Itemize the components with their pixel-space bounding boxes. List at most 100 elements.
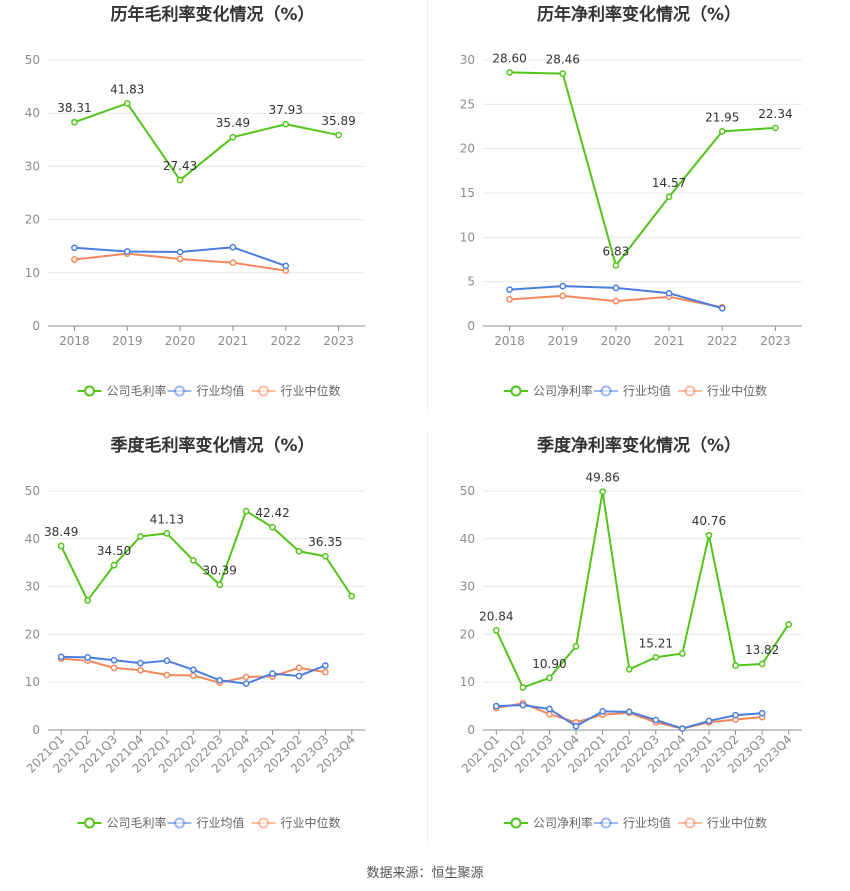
- series-company-point: [665, 193, 673, 201]
- series-industry-average-point: [492, 702, 500, 710]
- series-industry-median-point: [163, 671, 171, 679]
- x-tick-label: 2022: [270, 334, 301, 348]
- series-industry-average-point: [71, 244, 78, 252]
- legend-item-company: 公司毛利率: [77, 383, 167, 398]
- series-company-point: [269, 523, 276, 531]
- data-label: 41.13: [150, 512, 184, 526]
- series-company-line: [60, 510, 353, 602]
- series-industry-average-point: [163, 657, 171, 665]
- series-industry-average-point: [295, 672, 303, 680]
- legend-label: 行业中位数: [281, 383, 341, 398]
- series-industry-average-point: [625, 708, 633, 716]
- y-tick-label: 0: [467, 723, 475, 737]
- series-company-point: [176, 176, 184, 184]
- y-tick-label: 40: [25, 532, 40, 546]
- legend-label: 公司净利率: [533, 383, 593, 398]
- y-tick-label: 15: [460, 186, 475, 200]
- series-company-point: [519, 684, 527, 691]
- legend-item-industry-median: 行业中位数: [678, 815, 767, 830]
- data-label: 22.34: [758, 107, 792, 121]
- legend-item-industry-average: 行业均值: [594, 383, 671, 398]
- x-tick-label: 2023: [760, 334, 791, 348]
- chart-title: 历年毛利率变化情况（%）: [110, 4, 314, 25]
- legend-item-industry-median: 行业中位数: [678, 383, 767, 398]
- series-company-point: [546, 674, 553, 682]
- series-company-point: [559, 70, 567, 78]
- series-company-point: [652, 653, 660, 661]
- legend-marker: [84, 385, 95, 397]
- series-industry-median-point: [242, 673, 250, 681]
- legend-marker: [258, 385, 269, 397]
- vertical-divider-top: [427, 0, 428, 410]
- series-industry-average-point: [612, 284, 620, 292]
- series-industry-average-point: [546, 705, 553, 713]
- legend-item-industry-median: 行业中位数: [251, 383, 341, 398]
- data-label: 10.90: [532, 657, 566, 671]
- series-company-point: [163, 530, 171, 537]
- legend-marker: [600, 385, 612, 397]
- series-company-point: [625, 665, 633, 673]
- data-label: 38.31: [57, 101, 91, 115]
- data-label: 28.60: [492, 51, 526, 65]
- series-company-line: [509, 71, 776, 267]
- series-industry-average-point: [718, 304, 726, 312]
- annual-gross-margin-chart: 历年毛利率变化情况（%） 0 10 20 30 40 50 2018 2019 2020 2021 2…: [25, 4, 365, 398]
- series-industry-median-point: [322, 668, 329, 676]
- data-label: 13.82: [745, 643, 779, 657]
- legend-label: 公司毛利率: [107, 815, 167, 830]
- y-tick-label: 10: [460, 230, 475, 244]
- y-tick-label: 25: [460, 97, 475, 111]
- data-label: 6.83: [603, 244, 630, 258]
- series-industry-average-point: [137, 659, 144, 667]
- series-industry-average-point: [242, 680, 250, 687]
- y-tick-label: 20: [460, 142, 475, 156]
- y-tick-label: 20: [25, 627, 40, 641]
- series-company-point: [705, 531, 713, 539]
- y-tick-label: 0: [32, 319, 40, 333]
- data-label: 42.42: [255, 506, 289, 520]
- y-tick-label: 50: [25, 53, 40, 67]
- y-tick-label: 10: [25, 675, 40, 689]
- y-tick-label: 30: [25, 580, 40, 594]
- series-company-point: [348, 592, 356, 600]
- quarterly-net-margin-chart: 季度净利率变化情况（%）010203040502021Q12021Q22021Q…: [459, 435, 802, 830]
- series-company-point: [123, 100, 131, 107]
- legend-item-company: 公司净利率: [504, 383, 593, 398]
- data-label: 20.84: [479, 609, 513, 623]
- y-tick-label: 20: [460, 627, 475, 641]
- x-tick-label: 2022: [707, 334, 738, 348]
- series-industry-average-point: [123, 248, 131, 255]
- vertical-divider-bottom: [427, 432, 428, 842]
- series-industry-average-point: [269, 670, 276, 677]
- series-company-point: [506, 69, 513, 76]
- data-label: 30.39: [203, 564, 237, 578]
- legend-marker: [684, 817, 696, 829]
- x-tick-label: 2020: [165, 334, 196, 348]
- series-industry-median-point: [71, 256, 78, 263]
- series-company-point: [718, 128, 726, 135]
- legend-marker: [600, 817, 612, 829]
- y-tick-label: 30: [460, 580, 475, 594]
- data-label: 49.86: [585, 471, 619, 485]
- series-industry-average-point: [732, 711, 739, 719]
- x-tick-label: 2019: [112, 334, 143, 348]
- chart-title: 历年净利率变化情况（%）: [537, 4, 741, 25]
- data-label: 35.89: [321, 114, 355, 128]
- series-company-point: [189, 556, 197, 564]
- x-tick-label: 2021: [654, 334, 685, 348]
- legend-marker: [258, 817, 269, 829]
- series-industry-average-point: [189, 666, 197, 674]
- series-industry-average-point: [216, 676, 224, 684]
- y-tick-label: 30: [25, 159, 40, 173]
- series-industry-average-point: [506, 286, 513, 293]
- series-industry-average-point: [599, 708, 606, 715]
- data-label: 14.57: [652, 176, 686, 190]
- y-tick-label: 10: [25, 266, 40, 280]
- series-company-point: [84, 597, 91, 604]
- legend-label: 行业中位数: [281, 815, 341, 830]
- series-industry-average-point: [110, 656, 118, 664]
- series-company-point: [110, 561, 118, 569]
- series-company-point: [322, 552, 329, 560]
- x-tick-label: 2018: [59, 334, 90, 348]
- chart-title: 季度净利率变化情况（%）: [537, 435, 741, 456]
